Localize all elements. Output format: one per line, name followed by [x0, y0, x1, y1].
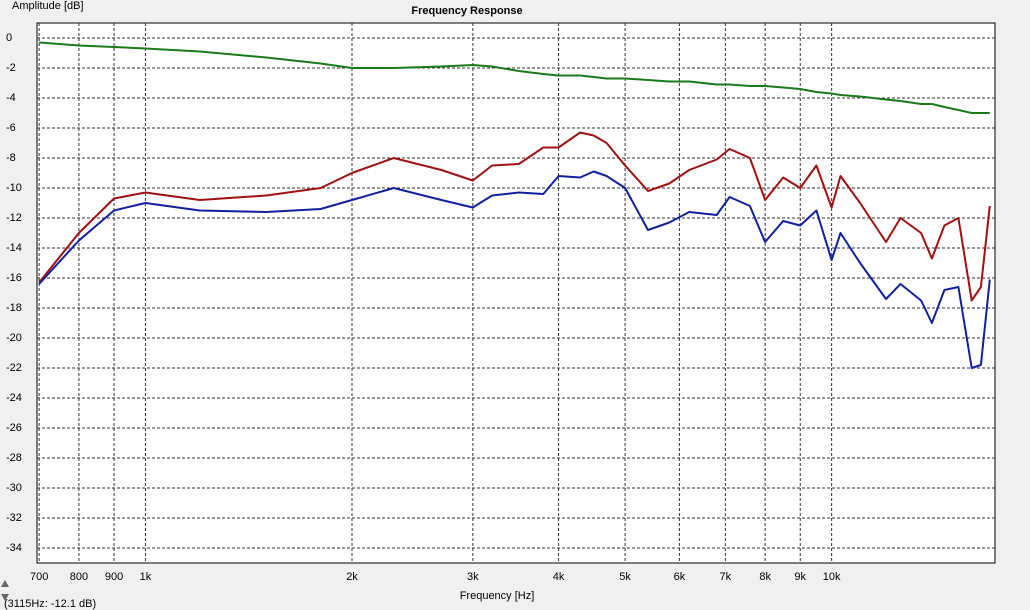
x-tick-label: 10k [823, 571, 841, 583]
y-tick-label: -10 [6, 182, 22, 194]
y-tick-label: 0 [6, 32, 12, 44]
y-tick-label: -8 [6, 152, 16, 164]
x-tick-label: 2k [346, 571, 358, 583]
series-line [38, 131, 991, 302]
series-line [38, 170, 991, 369]
status-text: (3115Hz: -12.1 dB) [4, 598, 96, 610]
series-line [39, 41, 990, 114]
y-tick-label: -20 [6, 332, 22, 344]
y-tick-label: -12 [6, 212, 22, 224]
y-tick-label: -6 [6, 122, 16, 134]
x-tick-label: 9k [794, 571, 806, 583]
x-tick-label: 6k [674, 571, 686, 583]
plot-area [36, 22, 996, 564]
y-tick-label: -16 [6, 272, 22, 284]
y-tick-label: -32 [6, 512, 22, 524]
y-tick-label: -14 [6, 242, 22, 254]
x-tick-label: 3k [467, 571, 479, 583]
y-tick-label: -18 [6, 302, 22, 314]
x-tick-label: 7k [720, 571, 732, 583]
y-tick-label: -34 [6, 542, 22, 554]
x-tick-label: 8k [759, 571, 771, 583]
y-tick-label: -4 [6, 92, 16, 104]
y-axis-label: Amplitude [dB] [12, 0, 84, 12]
x-tick-label: 900 [105, 571, 123, 583]
y-tick-label: -2 [6, 62, 16, 74]
x-axis-label: Frequency [Hz] [460, 590, 535, 602]
y-tick-label: -28 [6, 452, 22, 464]
x-tick-label: 1k [140, 571, 152, 583]
scroll-arrows[interactable] [1, 580, 9, 601]
x-tick-label: 5k [619, 571, 631, 583]
x-tick-label: 700 [30, 571, 48, 583]
y-tick-label: -26 [6, 422, 22, 434]
y-tick-label: -22 [6, 362, 22, 374]
y-tick-label: -30 [6, 482, 22, 494]
chart-title: Frequency Response [411, 5, 522, 17]
y-tick-label: -24 [6, 392, 22, 404]
x-tick-label: 800 [70, 571, 88, 583]
x-tick-label: 4k [553, 571, 565, 583]
